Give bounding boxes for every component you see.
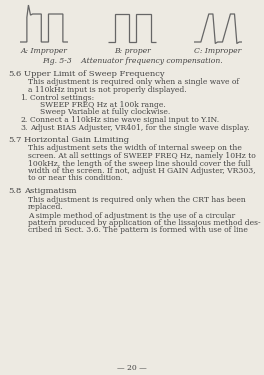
Text: Sweep Variable at fully clockwise.: Sweep Variable at fully clockwise. xyxy=(40,108,170,117)
Text: 5.6: 5.6 xyxy=(8,70,21,78)
Text: Upper Limit of Sweep Frequency: Upper Limit of Sweep Frequency xyxy=(24,70,165,78)
Text: This adjustment is required only when a single wave of: This adjustment is required only when a … xyxy=(28,78,239,87)
Text: 5.8: 5.8 xyxy=(8,187,21,195)
Text: screen. At all settings of SWEEP FREQ Hz, namely 10Hz to: screen. At all settings of SWEEP FREQ Hz… xyxy=(28,152,256,160)
Text: 1.: 1. xyxy=(20,93,27,102)
Text: This adjustment is required only when the CRT has been: This adjustment is required only when th… xyxy=(28,195,246,204)
Text: to or near this condition.: to or near this condition. xyxy=(28,174,123,183)
Text: This adjustment sets the width of internal sweep on the: This adjustment sets the width of intern… xyxy=(28,144,242,153)
Text: A simple method of adjustment is the use of a circular: A simple method of adjustment is the use… xyxy=(28,211,235,219)
Text: SWEEP FREQ Hz at 100k range.: SWEEP FREQ Hz at 100k range. xyxy=(40,101,166,109)
Text: 3.: 3. xyxy=(20,123,27,132)
Text: 100kHz, the length of the sweep line should cover the full: 100kHz, the length of the sweep line sho… xyxy=(28,159,250,168)
Text: — 20 —: — 20 — xyxy=(117,364,147,372)
Text: width of the screen. If not, adjust H GAIN Adjuster, VR303,: width of the screen. If not, adjust H GA… xyxy=(28,167,256,175)
Text: Fig. 5-3    Attenuator frequency compensation.: Fig. 5-3 Attenuator frequency compensati… xyxy=(42,57,222,65)
Text: cribed in Sect. 3.6. The pattern is formed with use of line: cribed in Sect. 3.6. The pattern is form… xyxy=(28,226,248,234)
Text: pattern produced by application of the lissajous method des-: pattern produced by application of the l… xyxy=(28,219,261,227)
Text: replaced.: replaced. xyxy=(28,203,64,211)
Text: Control settings:: Control settings: xyxy=(30,93,94,102)
Text: a 110kHz input is not properly displayed.: a 110kHz input is not properly displayed… xyxy=(28,86,187,94)
Text: Horizontal Gain Limiting: Horizontal Gain Limiting xyxy=(24,136,129,144)
Text: 5.7: 5.7 xyxy=(8,136,21,144)
Text: 2.: 2. xyxy=(20,116,27,124)
Text: Connect a 110kHz sine wave signal input to Y.IN.: Connect a 110kHz sine wave signal input … xyxy=(30,116,219,124)
Text: A: Improper: A: Improper xyxy=(21,47,67,55)
Text: C: Improper: C: Improper xyxy=(194,47,242,55)
Text: B: proper: B: proper xyxy=(114,47,150,55)
Text: Astigmatism: Astigmatism xyxy=(24,187,77,195)
Text: Adjust BIAS Adjuster, VR401, for the single wave display.: Adjust BIAS Adjuster, VR401, for the sin… xyxy=(30,123,249,132)
